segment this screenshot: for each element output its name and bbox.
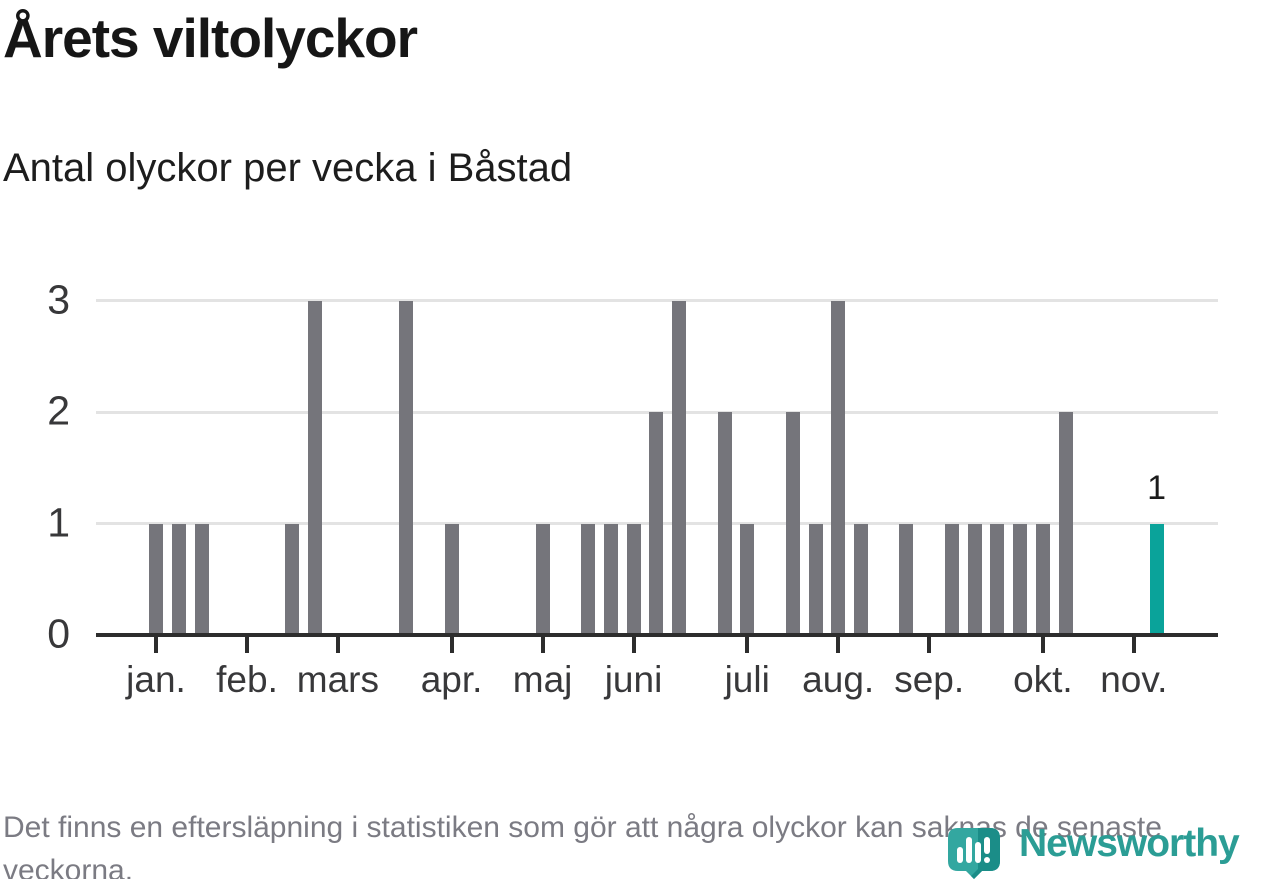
newsworthy-logo: Newsworthy xyxy=(948,822,1262,879)
bar-week-2 xyxy=(194,523,209,635)
bar-week-19 xyxy=(581,523,596,635)
x-tick-maj xyxy=(540,637,545,653)
y-tick-label-0: 0 xyxy=(47,610,70,657)
x-tick-mars xyxy=(335,637,340,653)
x-tick-juli xyxy=(745,637,750,653)
bar-week-36 xyxy=(967,523,982,635)
x-tick-okt xyxy=(1040,637,1045,653)
bar-week-6 xyxy=(285,523,300,635)
chart-subtitle: Antal olyckor per vecka i Båstad xyxy=(3,146,573,190)
y-tick-label-3: 3 xyxy=(47,276,70,323)
x-tick-jan xyxy=(154,637,158,653)
bar-week-37 xyxy=(990,523,1005,635)
bar-week-35 xyxy=(944,523,959,635)
x-tick-aug xyxy=(836,637,841,653)
y-tick-label-1: 1 xyxy=(47,499,70,546)
bar-week-28 xyxy=(785,412,800,635)
bar-week-7 xyxy=(308,300,323,635)
bar-week-29 xyxy=(808,523,823,635)
x-tick-label-sep: sep. xyxy=(894,659,965,700)
x-tick-label-okt: okt. xyxy=(1013,659,1073,700)
x-tick-label-juni: juni xyxy=(604,659,663,700)
newsworthy-pin-icon xyxy=(948,828,1000,879)
x-tick-label-apr: apr. xyxy=(420,659,483,700)
x-tick-label-mars: mars xyxy=(296,659,379,700)
x-tick-sep xyxy=(927,637,932,653)
x-tick-label-jan: jan. xyxy=(126,659,186,700)
bar-week-30 xyxy=(831,300,846,635)
bar-week-22 xyxy=(649,412,664,635)
x-axis-line xyxy=(96,633,1218,637)
x-tick-label-nov: nov. xyxy=(1100,659,1168,700)
x-tick-label-aug: aug. xyxy=(802,659,875,700)
bar-week-17 xyxy=(535,523,550,635)
bar-week-31 xyxy=(853,523,868,635)
bar-week-38 xyxy=(1013,523,1028,635)
x-tick-label-maj: maj xyxy=(512,659,573,700)
page-title: Årets viltolyckor xyxy=(3,7,418,69)
x-tick-label-juli: juli xyxy=(724,659,770,700)
bar-week-1 xyxy=(171,523,186,635)
bar-week-11 xyxy=(399,300,414,635)
x-tick-apr xyxy=(449,637,454,653)
bar-week-40 xyxy=(1058,412,1073,635)
bar-week-26 xyxy=(740,523,755,635)
x-tick-nov xyxy=(1131,637,1136,653)
x-tick-juni xyxy=(631,637,636,653)
bar-week-13 xyxy=(444,523,459,635)
bar-week-21 xyxy=(626,523,641,635)
bar-week-39 xyxy=(1035,523,1050,635)
bar-value-label: 1 xyxy=(1147,469,1167,507)
bar-week-33 xyxy=(899,523,914,635)
y-tick-label-2: 2 xyxy=(47,387,70,434)
bar-week-20 xyxy=(603,523,618,635)
bar-week-25 xyxy=(717,412,732,635)
bar-week-0 xyxy=(149,523,163,635)
newsworthy-wordmark: Newsworthy xyxy=(1019,822,1240,865)
x-tick-label-feb: feb. xyxy=(216,659,278,700)
x-tick-feb xyxy=(245,637,249,653)
gridline-y3 xyxy=(96,299,1218,302)
bar-week-44-highlight xyxy=(1149,523,1164,635)
bar-week-23 xyxy=(672,300,686,635)
